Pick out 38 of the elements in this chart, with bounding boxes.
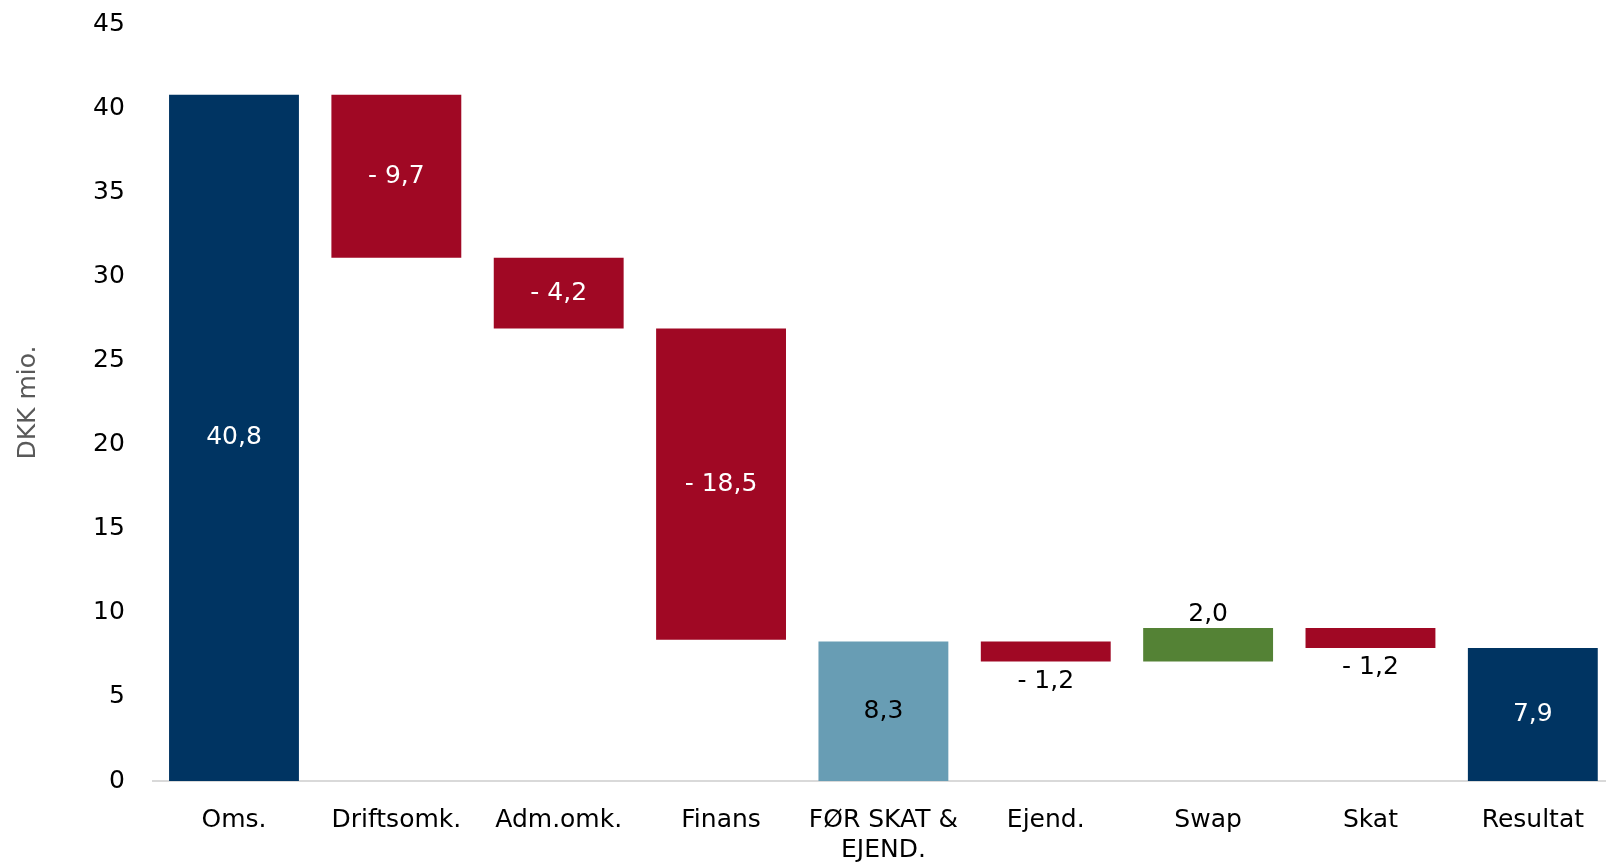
- data-label: 8,3: [863, 694, 904, 724]
- x-tick-label: Skat: [1342, 803, 1399, 833]
- x-tick-label: Driftsomk.: [331, 803, 462, 833]
- x-tick-label: Oms.: [201, 803, 267, 833]
- bar: [1143, 627, 1274, 662]
- bar: [656, 328, 786, 640]
- x-tick-label: Adm.omk.: [495, 803, 623, 833]
- y-tick-label: 30: [93, 259, 125, 289]
- data-label: 2,0: [1188, 597, 1228, 627]
- y-tick-label: 45: [93, 7, 125, 37]
- bar: [980, 641, 1111, 662]
- bar: [493, 257, 624, 329]
- data-label: 7,9: [1512, 698, 1553, 728]
- x-tick-label: FØR SKAT & EJEND.: [808, 803, 958, 863]
- y-tick-label: 10: [93, 596, 125, 626]
- y-tick-label: 35: [93, 175, 125, 205]
- y-tick-label: 40: [93, 91, 125, 121]
- y-tick-label: 20: [93, 428, 125, 458]
- bar: [1467, 648, 1598, 781]
- bar: [1305, 627, 1436, 649]
- data-label: - 1,2: [1342, 651, 1399, 681]
- data-label: - 18,5: [684, 467, 758, 497]
- x-tick-label: Swap: [1174, 803, 1242, 833]
- y-tick-label: 25: [93, 343, 125, 373]
- data-label: - 1,2: [1017, 664, 1075, 694]
- x-tick-label: Ejend.: [1006, 803, 1085, 833]
- y-tick-label: 15: [93, 512, 125, 542]
- data-label: 40,8: [206, 421, 262, 451]
- bar: [169, 94, 299, 781]
- y-tick-label: 5: [108, 680, 125, 710]
- x-tick-label: Finans: [681, 803, 761, 833]
- bar: [818, 641, 949, 781]
- data-label: - 4,2: [530, 276, 588, 306]
- y-tick-label: 0: [108, 764, 125, 794]
- y-axis-title: DKK mio.: [11, 345, 41, 460]
- data-label: - 9,7: [367, 159, 425, 189]
- x-tick-label: Resultat: [1481, 803, 1585, 833]
- bar: [331, 94, 462, 258]
